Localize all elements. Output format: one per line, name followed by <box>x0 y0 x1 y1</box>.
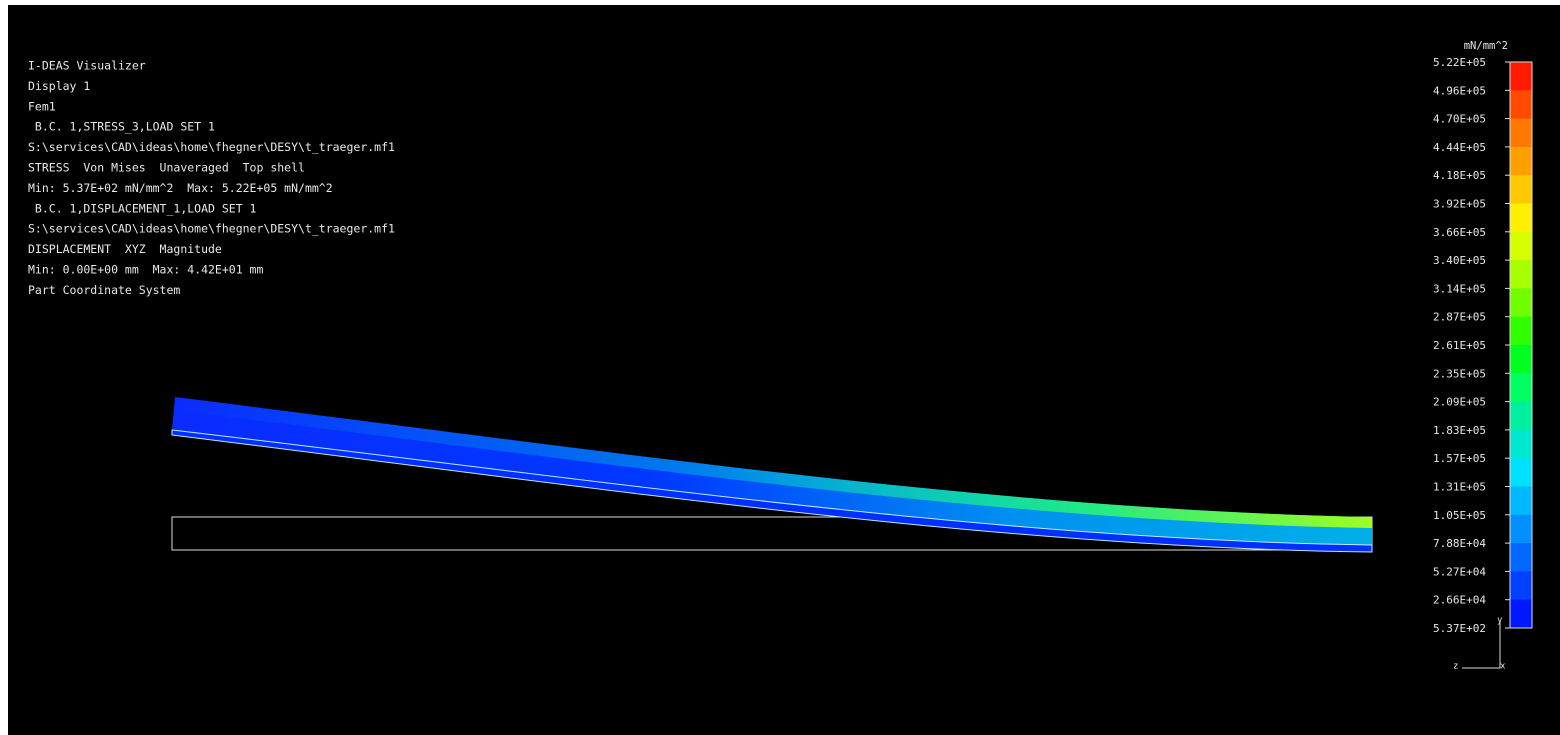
legend-band <box>1510 430 1532 459</box>
info-line: DISPLACEMENT XYZ Magnitude <box>28 242 222 256</box>
legend-label: 4.44E+05 <box>1433 141 1486 154</box>
legend-label: 4.70E+05 <box>1433 113 1486 126</box>
legend-label: 5.27E+04 <box>1433 565 1486 578</box>
legend-label: 3.14E+05 <box>1433 282 1486 295</box>
info-line: S:\services\CAD\ideas\home\fhegner\DESY\… <box>28 140 395 154</box>
legend-label: 3.66E+05 <box>1433 226 1486 239</box>
legend-label: 4.96E+05 <box>1433 84 1486 97</box>
legend-band <box>1510 600 1532 629</box>
visualizer-window: y z x mN/mm^2 I-DEAS Visualizer Display 1… <box>0 0 1560 735</box>
legend-label: 5.37E+02 <box>1433 622 1486 635</box>
legend-band <box>1510 90 1532 119</box>
info-line: I-DEAS Visualizer <box>28 59 146 73</box>
legend-label: 1.31E+05 <box>1433 481 1486 494</box>
legend-label: 3.92E+05 <box>1433 198 1486 211</box>
viewport-background <box>8 5 1560 735</box>
legend-band <box>1510 515 1532 544</box>
triad-label: x <box>1500 662 1506 672</box>
legend-band <box>1510 204 1532 233</box>
legend-band <box>1510 317 1532 346</box>
triad-label: z <box>1453 662 1458 672</box>
legend-band <box>1510 147 1532 176</box>
info-line: STRESS Von Mises Unaveraged Top shell <box>28 161 305 175</box>
legend-label: 7.88E+04 <box>1433 537 1486 550</box>
legend-band <box>1510 543 1532 572</box>
legend-label: 2.09E+05 <box>1433 396 1486 409</box>
legend-label: 5.22E+05 <box>1433 56 1486 69</box>
legend-band <box>1510 175 1532 204</box>
info-line: B.C. 1,STRESS_3,LOAD SET 1 <box>28 120 215 134</box>
legend-band <box>1510 260 1532 289</box>
legend-band <box>1510 571 1532 600</box>
legend-label: 2.61E+05 <box>1433 339 1486 352</box>
legend-label: 3.40E+05 <box>1433 254 1486 267</box>
legend-band <box>1510 232 1532 261</box>
info-line: Display 1 <box>28 79 90 93</box>
info-line: S:\services\CAD\ideas\home\fhegner\DESY\… <box>28 222 395 236</box>
legend-band <box>1510 119 1532 148</box>
legend-band <box>1510 402 1532 431</box>
legend-band <box>1510 487 1532 516</box>
legend-band <box>1510 288 1532 317</box>
legend-label: 1.83E+05 <box>1433 424 1486 437</box>
info-line: Min: 5.37E+02 mN/mm^2 Max: 5.22E+05 mN/m… <box>28 181 333 195</box>
legend-label: 1.57E+05 <box>1433 452 1486 465</box>
info-line: Fem1 <box>28 99 56 113</box>
legend-band <box>1510 458 1532 487</box>
info-line: B.C. 1,DISPLACEMENT_1,LOAD SET 1 <box>28 201 257 215</box>
legend-unit: mN/mm^2 <box>1464 40 1508 52</box>
legend-label: 1.05E+05 <box>1433 509 1486 522</box>
info-line: Min: 0.00E+00 mm Max: 4.42E+01 mm <box>28 263 263 277</box>
legend-label: 2.87E+05 <box>1433 311 1486 324</box>
legend-label: 2.35E+05 <box>1433 367 1486 380</box>
legend-band <box>1510 62 1532 91</box>
legend-band <box>1510 373 1532 402</box>
info-line: Part Coordinate System <box>28 283 180 297</box>
legend-label: 2.66E+04 <box>1433 594 1486 607</box>
triad-label: y <box>1497 616 1503 626</box>
legend-band <box>1510 345 1532 374</box>
legend-label: 4.18E+05 <box>1433 169 1486 182</box>
